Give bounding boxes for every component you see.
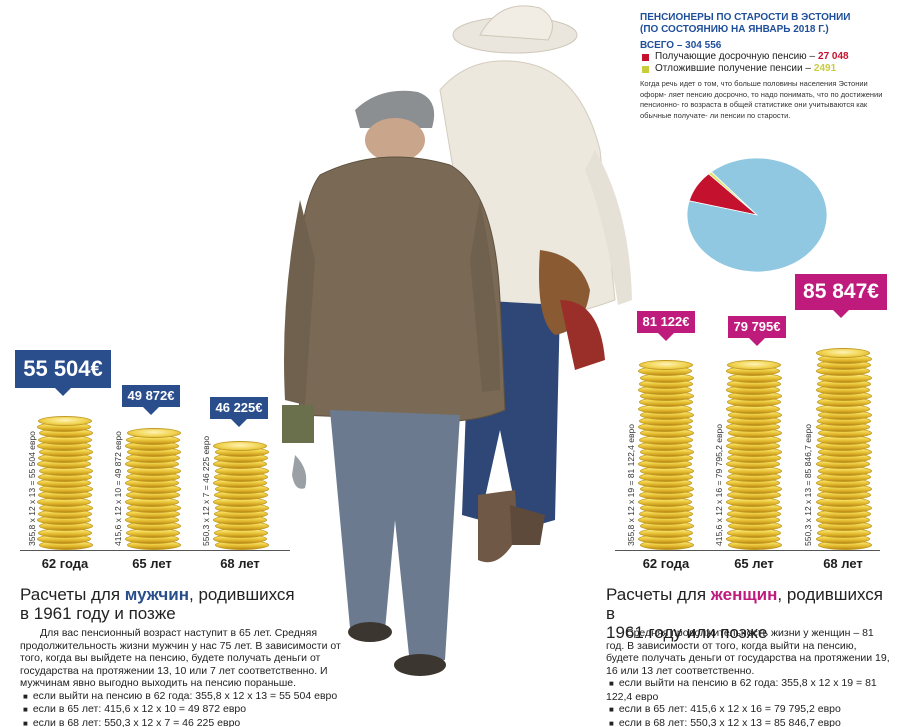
- women-coin: [639, 360, 693, 371]
- women-body: Средняя продолжительность жизни у женщин…: [606, 627, 891, 727]
- men-year-label: 68 лет: [220, 556, 260, 571]
- legend-label: Отложившие получение пенсии –: [655, 63, 811, 74]
- pie-slice: [686, 157, 828, 273]
- pensioners-pie-chart: [686, 157, 828, 273]
- women-formula: 355,8 x 12 x 19 = 81 122,4 евро: [626, 424, 636, 546]
- pie-legend: ПЕНСИОНЕРЫ ПО СТАРОСТИ В ЭСТОНИИ (ПО СОС…: [640, 12, 890, 121]
- men-formula: 415,6 x 12 x 10 = 49 872 евро: [113, 431, 123, 546]
- pie-subtitle: (ПО СОСТОЯНИЮ НА ЯНВАРЬ 2018 Г.): [640, 24, 829, 35]
- women-calc-item: если в 65 лет: 415,6 x 12 x 16 = 79 795,…: [606, 703, 891, 717]
- legend-swatch: [642, 65, 649, 73]
- pie-note: Когда речь идет о том, что больше полови…: [640, 79, 883, 120]
- men-calc-item: если в 65 лет: 415,6 x 12 x 10 = 49 872 …: [20, 703, 355, 717]
- women-coin: [727, 360, 781, 371]
- men-calc-item: если в 68 лет: 550,3 x 12 x 7 = 46 225 е…: [20, 717, 355, 727]
- women-value-badge-65: 79 795€: [728, 316, 786, 346]
- women-year-label: 62 года: [642, 556, 690, 571]
- men-coin: [38, 416, 92, 426]
- legend-value: 27 048: [818, 51, 849, 62]
- men-formula: 355,8 x 12 x 13 = 55 504 евро: [27, 431, 37, 546]
- women-year-label: 65 лет: [734, 556, 774, 571]
- men-year-label: 62 года: [41, 556, 89, 571]
- pie-total: ВСЕГО – 304 556: [640, 40, 722, 51]
- pie-title: ПЕНСИОНЕРЫ ПО СТАРОСТИ В ЭСТОНИИ: [640, 12, 851, 23]
- men-value-badge-62: 55 504€: [15, 350, 111, 396]
- women-value-badge-62: 81 122€: [637, 311, 695, 341]
- men-formula: 550,3 x 12 x 7 = 46 225 евро: [201, 435, 211, 546]
- women-coin: [816, 347, 870, 358]
- men-coin: [213, 440, 267, 451]
- legend-item-deferred: Отложившие получение пенсии – 2491: [640, 63, 890, 75]
- women-year-label: 68 лет: [823, 556, 863, 571]
- legend-item-early: Получающие досрочную пенсию – 27 048: [640, 51, 890, 63]
- legend-value: 2491: [813, 63, 837, 74]
- men-baseline: [20, 550, 290, 551]
- men-heading-highlight: мужчин: [124, 585, 190, 604]
- women-formula: 415,6 x 12 x 16 = 79 795,2 евро: [714, 424, 724, 546]
- women-paragraph: Средняя продолжительность жизни у женщин…: [606, 627, 890, 677]
- men-calc-item: если выйти на пенсию в 62 года: 355,8 x …: [20, 690, 355, 704]
- men-coin: [127, 428, 181, 439]
- women-heading: Расчеты для женщин, родившихся в 1961 го…: [606, 585, 883, 642]
- legend-label: Получающие досрочную пенсию –: [655, 51, 816, 62]
- women-formula: 550,3 x 12 x 13 = 85 846,7 евро: [803, 424, 813, 546]
- women-heading-highlight: женщин: [710, 585, 778, 604]
- men-value-badge-68: 46 225€: [210, 397, 268, 427]
- women-value-badge-68: 85 847€: [795, 274, 887, 318]
- legend-swatch: [642, 53, 649, 61]
- men-heading: Расчеты для мужчин, родившихся в 1961 го…: [20, 585, 295, 623]
- women-baseline: [615, 550, 880, 551]
- women-calc-item: если в 68 лет: 550,3 x 12 x 13 = 85 846,…: [606, 717, 891, 727]
- men-value-badge-65: 49 872€: [122, 385, 180, 415]
- women-calc-item: если выйти на пенсию в 62 года: 355,8 x …: [606, 677, 891, 703]
- men-paragraph: Для вас пенсионный возраст наступит в 65…: [20, 627, 341, 689]
- men-year-label: 65 лет: [132, 556, 172, 571]
- men-body: Для вас пенсионный возраст наступит в 65…: [20, 627, 355, 727]
